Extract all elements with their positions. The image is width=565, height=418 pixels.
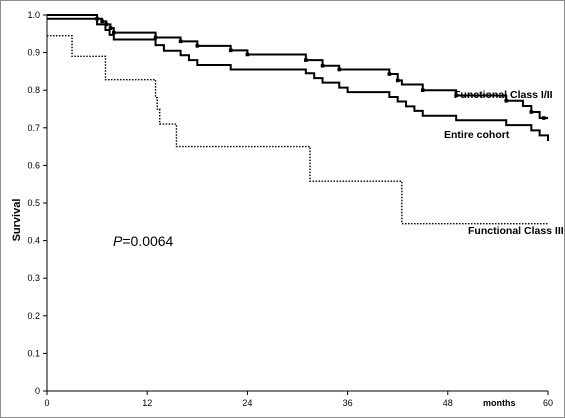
censor-mark [228, 48, 233, 53]
censor-mark [195, 44, 200, 48]
p-symbol: P [113, 233, 123, 249]
x-axis-title: months [483, 398, 516, 408]
y-tick-label: 0.8 [27, 85, 40, 95]
y-tick-label: 0.7 [27, 123, 40, 133]
y-tick-label: 0.3 [27, 273, 40, 283]
censor-mark [387, 72, 392, 76]
axes: 0 0.1 0.2 0.3 0.4 0.5 0.6 0.7 0.8 0.9 1.0 0 12 24 36 48… [27, 10, 553, 408]
censor-mark [529, 110, 534, 114]
censor-mark [304, 58, 308, 62]
series-curve-0 [47, 14, 548, 120]
series-curve-2 [47, 34, 548, 225]
censor-mark [112, 30, 116, 35]
series-label-functional-class-i-ii: Functional Class I/II [454, 89, 553, 101]
censor-mark [104, 22, 109, 27]
y-tick-label: 0.5 [27, 198, 40, 208]
censor-mark [153, 35, 158, 40]
curves [47, 14, 549, 225]
series-label-functional-class-iii: Functional Class III [468, 225, 564, 237]
x-tick-label: 24 [242, 398, 252, 408]
censor-mark [178, 39, 183, 44]
y-tick-label: 0.1 [27, 348, 40, 358]
censor-mark [454, 93, 458, 98]
y-axis-title: Survival [11, 199, 23, 242]
censor-mark [95, 16, 99, 21]
censor-mark [245, 52, 250, 57]
series-curve-1 [47, 17, 549, 141]
p-value: =0.0064 [122, 233, 173, 249]
censor-mark [504, 98, 509, 103]
censor-mark [420, 88, 425, 92]
y-tick-label: 0.4 [27, 236, 40, 246]
censor-mark [320, 63, 325, 68]
x-tick-label: 48 [443, 398, 453, 408]
censor-marks [95, 16, 546, 120]
x-tick-label: 36 [343, 398, 353, 408]
y-tick-label: 0.9 [27, 48, 40, 58]
censor-mark [108, 26, 113, 30]
censor-mark [100, 19, 104, 24]
y-tick-label: 0.6 [27, 160, 40, 170]
chart-labels: Survival months Functional Class I/II En… [11, 89, 564, 408]
x-tick-label: 12 [142, 398, 152, 408]
censor-mark [395, 78, 400, 83]
censor-mark [542, 116, 546, 120]
y-tick-label: 1.0 [27, 10, 40, 20]
p-value-annotation: P=0.0064 [113, 233, 174, 249]
x-tick-label: 0 [44, 398, 49, 408]
y-tick-label: 0 [35, 386, 40, 396]
x-tick-label: 60 [543, 398, 553, 408]
censor-mark [337, 67, 342, 72]
y-tick-label: 0.2 [27, 311, 40, 321]
series-label-entire-cohort: Entire cohort [444, 129, 510, 141]
